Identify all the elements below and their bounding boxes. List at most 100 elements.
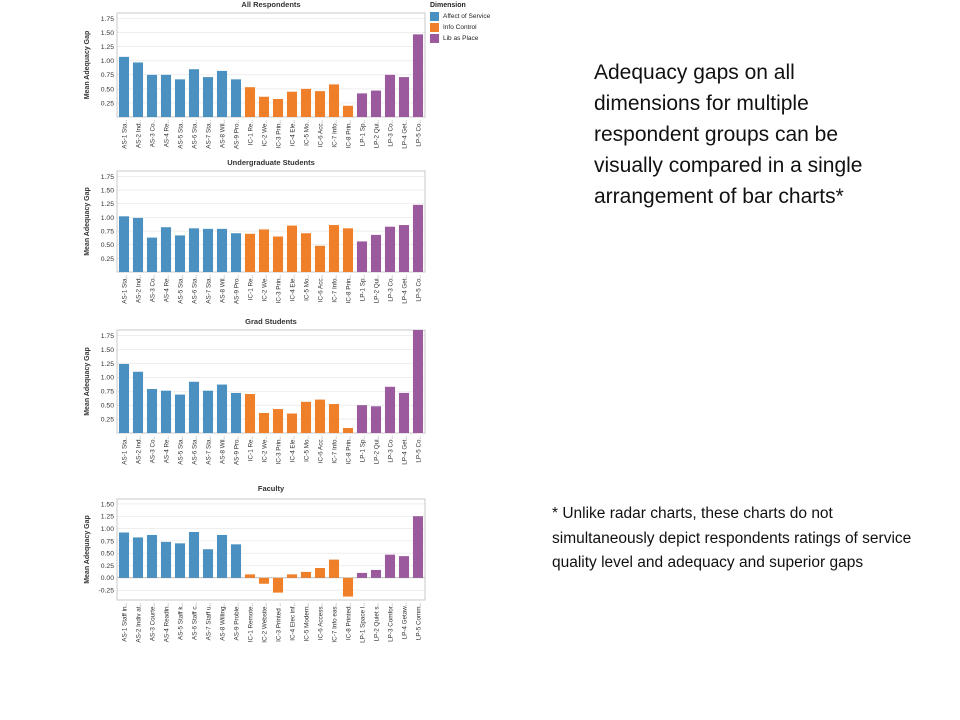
bar bbox=[300, 88, 312, 117]
y-axis-label: Mean Adequacy Gap bbox=[84, 31, 91, 100]
plot-frame bbox=[116, 170, 426, 273]
x-tick-label: AS-6 Sta.. bbox=[191, 436, 198, 465]
bar bbox=[398, 77, 410, 117]
bar bbox=[342, 427, 354, 433]
bar bbox=[342, 577, 354, 597]
x-tick-label: IC-3 Printed .. bbox=[275, 603, 282, 642]
y-tick-label: 0.25 bbox=[101, 100, 114, 107]
bar bbox=[356, 572, 368, 578]
bar bbox=[132, 62, 144, 117]
bar bbox=[188, 532, 200, 578]
y-tick-label: 0.25 bbox=[101, 563, 114, 570]
bar bbox=[118, 216, 130, 272]
legend-label: Lib as Place bbox=[443, 35, 479, 42]
bar bbox=[272, 236, 284, 272]
bar bbox=[202, 549, 214, 578]
x-tick-label: IC-5 Mo.. bbox=[303, 436, 310, 462]
x-tick-label: IC-3 Prin.. bbox=[275, 120, 282, 149]
y-tick-label: -0.25 bbox=[99, 588, 115, 595]
x-tick-label: IC-1 Re.. bbox=[247, 120, 254, 145]
y-tick-label: 1.00 bbox=[101, 58, 114, 65]
y-tick-label: 1.25 bbox=[101, 44, 114, 51]
x-tick-label: AS-2 Ind.. bbox=[135, 120, 142, 148]
bar bbox=[412, 516, 424, 578]
legend-swatch bbox=[430, 34, 439, 43]
y-axis-label: Mean Adequacy Gap bbox=[84, 187, 91, 256]
x-tick-label: LP-2 Quiet s.. bbox=[373, 603, 380, 642]
bar bbox=[272, 577, 284, 593]
x-tick-label: AS-5 Staff k.. bbox=[177, 603, 184, 640]
y-tick-label: 0.75 bbox=[101, 389, 114, 396]
x-tick-label: LP-3 Comfor.. bbox=[387, 603, 394, 642]
plot-frame bbox=[116, 498, 426, 601]
x-tick-label: LP-5 Co.. bbox=[415, 436, 422, 463]
y-tick-label: 0.25 bbox=[101, 256, 114, 263]
x-tick-label: AS-9 Proble.. bbox=[233, 603, 240, 641]
x-tick-label: AS-8 Wil.. bbox=[219, 120, 226, 148]
x-tick-label: LP-4 Getaw.. bbox=[401, 603, 408, 640]
legend-swatch bbox=[430, 23, 439, 32]
bar bbox=[300, 571, 312, 578]
x-tick-label: AS-4 Re.. bbox=[163, 436, 170, 464]
x-tick-label: AS-6 Sta.. bbox=[191, 120, 198, 149]
chart-panel: Grad Students Mean Adequacy Gap 0.25 0.50 0.… bbox=[84, 317, 426, 465]
x-tick-label: IC-8 Prin.. bbox=[345, 120, 352, 149]
bar bbox=[244, 394, 256, 433]
bar bbox=[174, 79, 186, 117]
y-axis-label: Mean Adequacy Gap bbox=[84, 347, 91, 416]
legend-swatch bbox=[430, 12, 439, 21]
chart-title: Grad Students bbox=[245, 317, 297, 326]
x-tick-label: AS-7 Sta.. bbox=[205, 436, 212, 465]
y-tick-label: 0.50 bbox=[101, 242, 114, 249]
x-tick-label: AS-9 Pro.. bbox=[233, 436, 240, 465]
x-tick-label: IC-5 Modern.. bbox=[303, 603, 310, 642]
bar bbox=[146, 237, 158, 272]
x-tick-label: AS-8 Willing.. bbox=[219, 603, 226, 641]
x-tick-label: AS-7 Sta.. bbox=[205, 120, 212, 149]
x-tick-label: AS-3 Co.. bbox=[149, 275, 156, 303]
bar bbox=[258, 577, 270, 584]
bar bbox=[412, 204, 424, 272]
bar bbox=[342, 105, 354, 117]
bar bbox=[314, 399, 326, 433]
x-tick-label: LP-5 Comm.. bbox=[415, 603, 422, 640]
y-tick-label: 1.50 bbox=[101, 501, 114, 508]
x-tick-label: LP-1 Sp.. bbox=[359, 436, 366, 463]
chart-panel: All Respondents Mean Adequacy Gap 0.25 0.50… bbox=[84, 0, 426, 149]
x-tick-label: IC-8 Prin.. bbox=[345, 436, 352, 465]
y-tick-label: 0.75 bbox=[101, 538, 114, 545]
y-tick-label: 1.75 bbox=[101, 174, 114, 181]
bar bbox=[230, 392, 242, 433]
x-tick-label: AS-1 Sta.. bbox=[121, 436, 128, 465]
bar bbox=[118, 56, 130, 117]
bar bbox=[188, 228, 200, 272]
x-tick-label: LP-2 Qui.. bbox=[373, 436, 380, 465]
y-tick-label: 1.25 bbox=[101, 201, 114, 208]
x-tick-label: AS-1 Sta.. bbox=[121, 275, 128, 304]
slide-footnote: * Unlike radar charts, these charts do n… bbox=[552, 505, 912, 571]
bar bbox=[202, 390, 214, 433]
bar bbox=[384, 554, 396, 578]
x-tick-label: LP-4 Get.. bbox=[401, 436, 408, 465]
x-tick-label: LP-1 Sp.. bbox=[359, 275, 366, 302]
bar bbox=[118, 532, 130, 578]
x-tick-label: IC-1 Re.. bbox=[247, 436, 254, 461]
bar bbox=[216, 384, 228, 433]
bar bbox=[244, 233, 256, 272]
bar bbox=[300, 401, 312, 433]
plot-frame bbox=[116, 12, 426, 118]
x-tick-label: LP-2 Qui.. bbox=[373, 120, 380, 149]
y-tick-label: 1.50 bbox=[101, 30, 114, 37]
x-tick-label: AS-4 Readin.. bbox=[163, 603, 170, 642]
bar bbox=[328, 225, 340, 272]
x-tick-label: IC-8 Prin.. bbox=[345, 275, 352, 304]
bar bbox=[314, 245, 326, 272]
bar bbox=[328, 559, 340, 578]
bar bbox=[412, 330, 424, 433]
x-tick-label: AS-1 Staff in.. bbox=[121, 603, 128, 642]
x-tick-label: AS-6 Sta.. bbox=[191, 275, 198, 304]
x-tick-label: IC-8 Printed.. bbox=[345, 603, 352, 640]
bar bbox=[286, 91, 298, 117]
chart-title: Faculty bbox=[258, 484, 285, 493]
